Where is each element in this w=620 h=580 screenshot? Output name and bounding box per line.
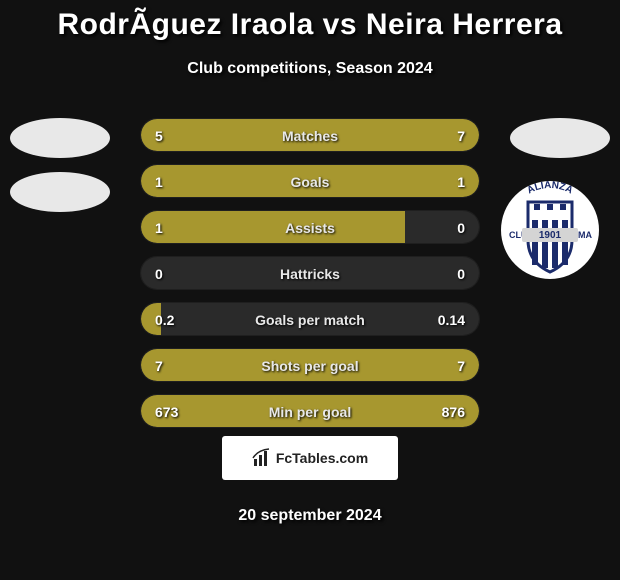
- stat-label: Assists: [141, 211, 479, 244]
- chart-icon: [252, 448, 272, 468]
- stat-value-right: 7: [457, 349, 465, 382]
- stat-value-left: 0: [155, 257, 163, 290]
- footer-date: 20 september 2024: [0, 507, 620, 525]
- stat-value-right: 876: [442, 395, 465, 428]
- stat-value-left: 7: [155, 349, 163, 382]
- player-left-avatar-1: [10, 118, 110, 158]
- stat-label: Shots per goal: [141, 349, 479, 382]
- stat-value-left: 1: [155, 165, 163, 198]
- stat-value-left: 5: [155, 119, 163, 152]
- stat-row: Shots per goal7 7: [140, 348, 480, 382]
- stat-label: Matches: [141, 119, 479, 152]
- stat-row: Matches5 7: [140, 118, 480, 152]
- club-badge-alianza: ALIANZA CLUB LIMA 1901: [500, 180, 600, 288]
- player-right-avatar: [510, 118, 610, 158]
- stat-label: Hattricks: [141, 257, 479, 290]
- footer-brand-badge: FcTables.com: [222, 436, 398, 480]
- player-left-avatar-2: [10, 172, 110, 212]
- stat-value-right: 1: [457, 165, 465, 198]
- stat-row: Hattricks0 0: [140, 256, 480, 290]
- stat-label: Goals: [141, 165, 479, 198]
- stat-row: Assists1 0: [140, 210, 480, 244]
- stat-value-left: 1: [155, 211, 163, 244]
- page-subtitle: Club competitions, Season 2024: [0, 60, 620, 78]
- footer-brand-text: FcTables.com: [276, 450, 368, 466]
- stat-row: Min per goal673 876: [140, 394, 480, 428]
- stat-value-left: 0.2: [155, 303, 174, 336]
- comparison-rows: Matches57Goals11Assists10Hattricks00Goal…: [140, 118, 480, 440]
- stat-label: Min per goal: [141, 395, 479, 428]
- stat-row: Goals per match0.2 0.14: [140, 302, 480, 336]
- stat-value-right: 0.14: [438, 303, 465, 336]
- svg-text:1901: 1901: [539, 230, 562, 241]
- page-title: RodrÃ­guez Iraola vs Neira Herrera: [0, 0, 620, 42]
- stat-value-right: 0: [457, 257, 465, 290]
- stat-row: Goals1 1: [140, 164, 480, 198]
- stat-value-left: 673: [155, 395, 178, 428]
- stat-value-right: 0: [457, 211, 465, 244]
- stat-value-right: 7: [457, 119, 465, 152]
- stat-label: Goals per match: [141, 303, 479, 336]
